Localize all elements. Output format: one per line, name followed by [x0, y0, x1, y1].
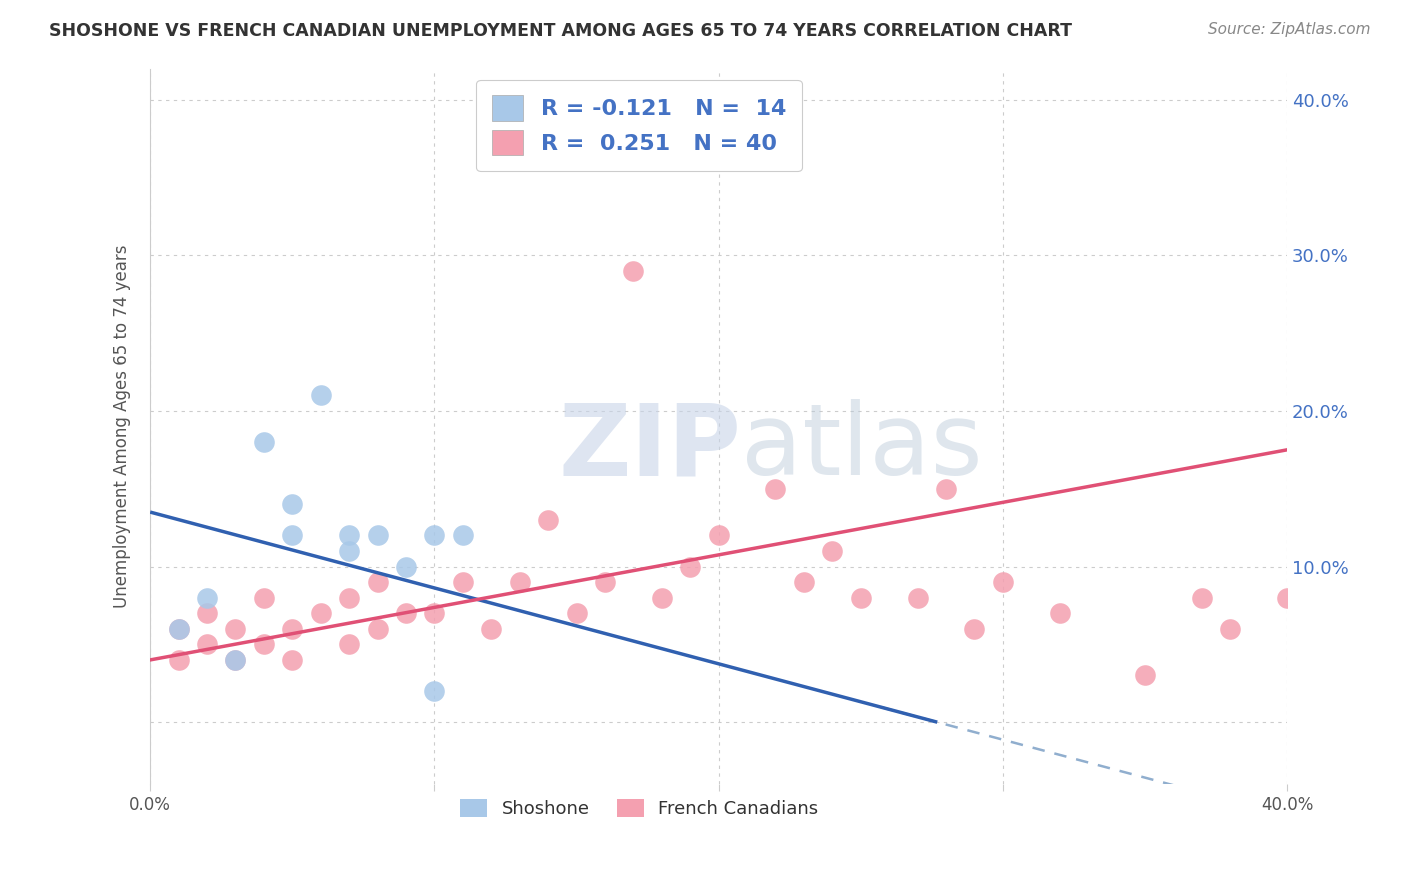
- Point: [224, 653, 246, 667]
- Point: [423, 528, 446, 542]
- Point: [1219, 622, 1241, 636]
- Point: [167, 622, 190, 636]
- Y-axis label: Unemployment Among Ages 65 to 74 years: Unemployment Among Ages 65 to 74 years: [114, 244, 131, 608]
- Point: [224, 622, 246, 636]
- Point: [253, 435, 276, 450]
- Point: [195, 606, 218, 620]
- Point: [195, 591, 218, 605]
- Point: [451, 528, 474, 542]
- Point: [367, 528, 389, 542]
- Point: [195, 637, 218, 651]
- Point: [281, 653, 304, 667]
- Point: [367, 575, 389, 590]
- Legend: Shoshone, French Canadians: Shoshone, French Canadians: [453, 792, 825, 825]
- Point: [1049, 606, 1071, 620]
- Point: [621, 264, 644, 278]
- Point: [963, 622, 986, 636]
- Point: [423, 606, 446, 620]
- Point: [849, 591, 872, 605]
- Point: [451, 575, 474, 590]
- Point: [707, 528, 730, 542]
- Point: [651, 591, 673, 605]
- Point: [224, 653, 246, 667]
- Point: [395, 606, 418, 620]
- Point: [281, 497, 304, 511]
- Point: [509, 575, 531, 590]
- Point: [281, 622, 304, 636]
- Point: [281, 528, 304, 542]
- Point: [1191, 591, 1213, 605]
- Point: [253, 591, 276, 605]
- Point: [537, 513, 560, 527]
- Point: [765, 482, 787, 496]
- Point: [309, 606, 332, 620]
- Point: [991, 575, 1014, 590]
- Text: SHOSHONE VS FRENCH CANADIAN UNEMPLOYMENT AMONG AGES 65 TO 74 YEARS CORRELATION C: SHOSHONE VS FRENCH CANADIAN UNEMPLOYMENT…: [49, 22, 1073, 40]
- Point: [1133, 668, 1156, 682]
- Text: atlas: atlas: [741, 400, 983, 497]
- Point: [793, 575, 815, 590]
- Point: [479, 622, 502, 636]
- Point: [1275, 591, 1298, 605]
- Point: [679, 559, 702, 574]
- Point: [935, 482, 957, 496]
- Point: [337, 637, 360, 651]
- Point: [309, 388, 332, 402]
- Point: [565, 606, 588, 620]
- Point: [337, 544, 360, 558]
- Point: [337, 591, 360, 605]
- Point: [593, 575, 616, 590]
- Point: [395, 559, 418, 574]
- Point: [167, 653, 190, 667]
- Point: [167, 622, 190, 636]
- Point: [423, 684, 446, 698]
- Text: ZIP: ZIP: [558, 400, 741, 497]
- Point: [337, 528, 360, 542]
- Point: [907, 591, 929, 605]
- Point: [821, 544, 844, 558]
- Text: Source: ZipAtlas.com: Source: ZipAtlas.com: [1208, 22, 1371, 37]
- Point: [367, 622, 389, 636]
- Point: [253, 637, 276, 651]
